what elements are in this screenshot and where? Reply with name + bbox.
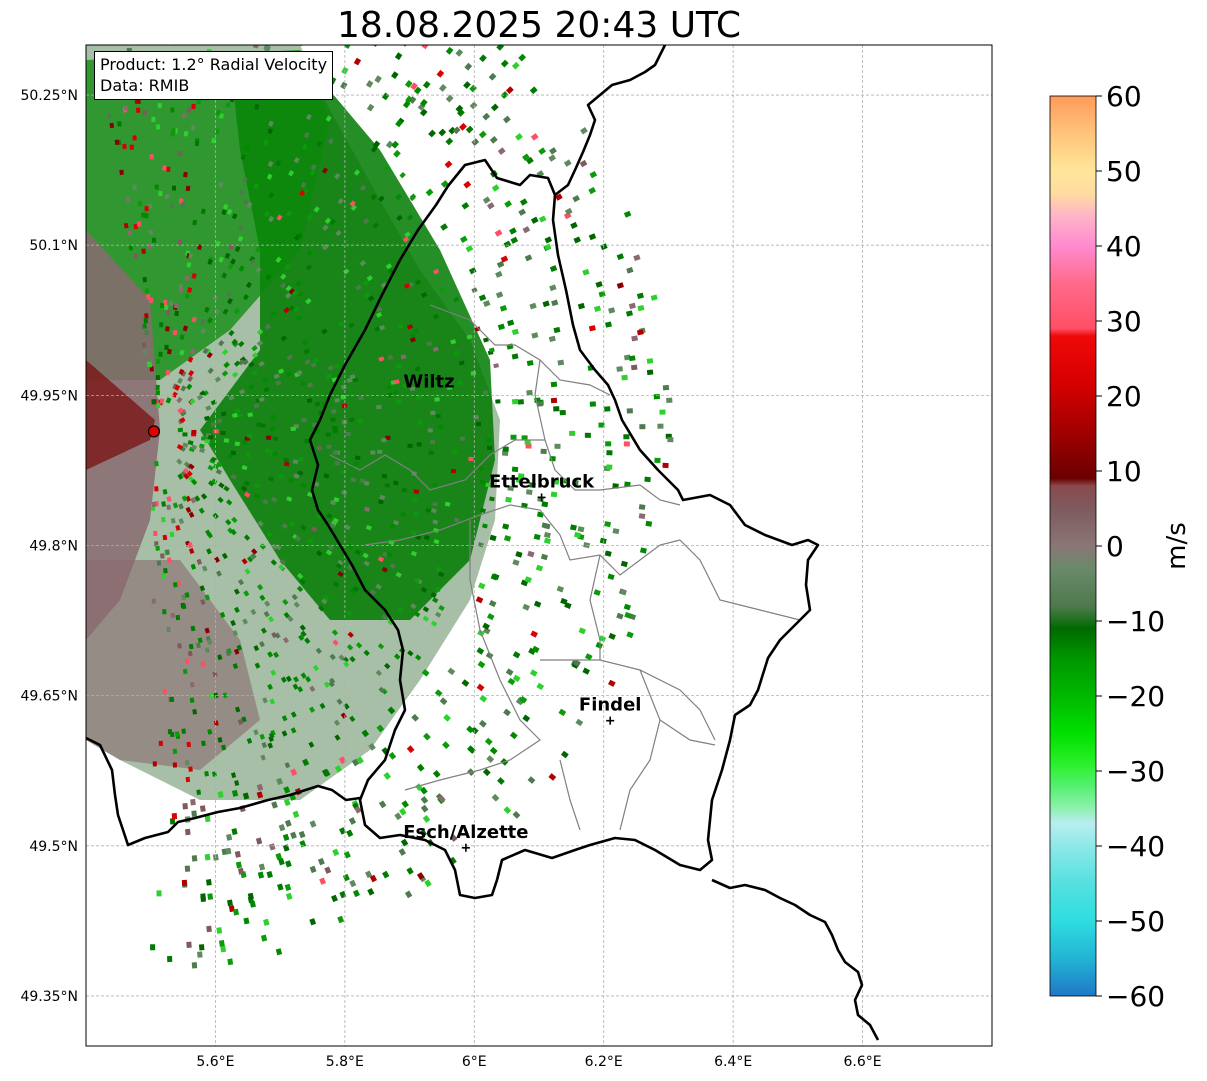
data-source-label: Data: RMIB	[100, 76, 190, 95]
axis-ticks: 5.6°E 5.8°E 6°E 6.2°E 6.4°E 6.6°E 50.25°N 50.1°…	[20, 88, 881, 1070]
plot-frame	[85, 44, 993, 1047]
city-label: Wiltz	[403, 371, 454, 392]
colorbar-tick-label: −30	[1106, 755, 1165, 788]
luxembourg-border	[308, 158, 820, 900]
lat-tick-label: 50.25°N	[20, 88, 78, 104]
colorbar-tick-label: −60	[1106, 980, 1165, 1013]
colorbar-unit-label: m/s	[1162, 522, 1192, 570]
colorbar-tick-label: −10	[1106, 605, 1165, 638]
product-label: Product: 1.2° Radial Velocity	[100, 55, 328, 74]
colorbar: 60 50 40 30 20 10 0 −10 −20 −30 −40 −50 −60 m/s	[1049, 80, 1192, 1013]
lat-tick-label: 49.5°N	[29, 839, 78, 855]
national-borders	[85, 44, 880, 1041]
colorbar-tick-label: 40	[1106, 230, 1142, 263]
lon-tick-label: 6.4°E	[714, 1054, 752, 1070]
lat-tick-label: 49.35°N	[20, 989, 78, 1005]
velocity-field	[86, 45, 674, 969]
city-marker	[461, 843, 470, 852]
colorbar-tick-label: −50	[1106, 905, 1165, 938]
city-marker	[606, 716, 615, 725]
map-title: 18.08.2025 20:43 UTC	[336, 5, 742, 46]
lat-tick-label: 49.95°N	[20, 388, 78, 404]
city-labels: Wiltz Ettelbruck Findel Esch/Alzette	[403, 371, 642, 852]
lon-tick-label: 6.2°E	[585, 1054, 623, 1070]
city-label: Findel	[579, 695, 642, 716]
be-de-border-north	[554, 44, 667, 197]
canton-borders	[329, 304, 801, 831]
colorbar-tick-label: 10	[1106, 455, 1142, 488]
outbound-southwest	[86, 560, 260, 770]
fr-de-border-south	[711, 878, 880, 1041]
city-marker	[537, 493, 546, 502]
colorbar-tick-label: 0	[1106, 530, 1124, 563]
city-label: Ettelbruck	[489, 471, 595, 492]
colorbar-tick-label: 50	[1106, 155, 1142, 188]
velocity-pixels	[106, 45, 674, 969]
lon-tick-label: 5.8°E	[326, 1054, 364, 1070]
be-fr-border-southwest	[85, 736, 361, 847]
lat-tick-label: 50.1°N	[29, 238, 78, 254]
product-info-box: Product: 1.2° Radial Velocity Data: RMIB	[94, 51, 334, 100]
city-label: Esch/Alzette	[403, 822, 528, 843]
colorbar-tick-label: −40	[1106, 830, 1165, 863]
colorbar-ticks: 60 50 40 30 20 10 0 −10 −20 −30 −40 −50 −60	[1096, 80, 1165, 1013]
colorbar-tick-label: 20	[1106, 380, 1142, 413]
lon-tick-label: 5.6°E	[196, 1054, 234, 1070]
colorbar-tick-label: 30	[1106, 305, 1142, 338]
lon-tick-label: 6.6°E	[844, 1054, 882, 1070]
outbound-core	[86, 360, 155, 470]
colorbar-scale	[1049, 95, 1097, 997]
lat-tick-label: 49.8°N	[29, 539, 78, 555]
lon-tick-label: 6°E	[462, 1054, 487, 1070]
colorbar-tick-label: −20	[1106, 680, 1165, 713]
colorbar-tick-label: 60	[1106, 80, 1142, 113]
radar-site-marker	[147, 425, 161, 438]
lat-tick-label: 49.65°N	[20, 689, 78, 705]
